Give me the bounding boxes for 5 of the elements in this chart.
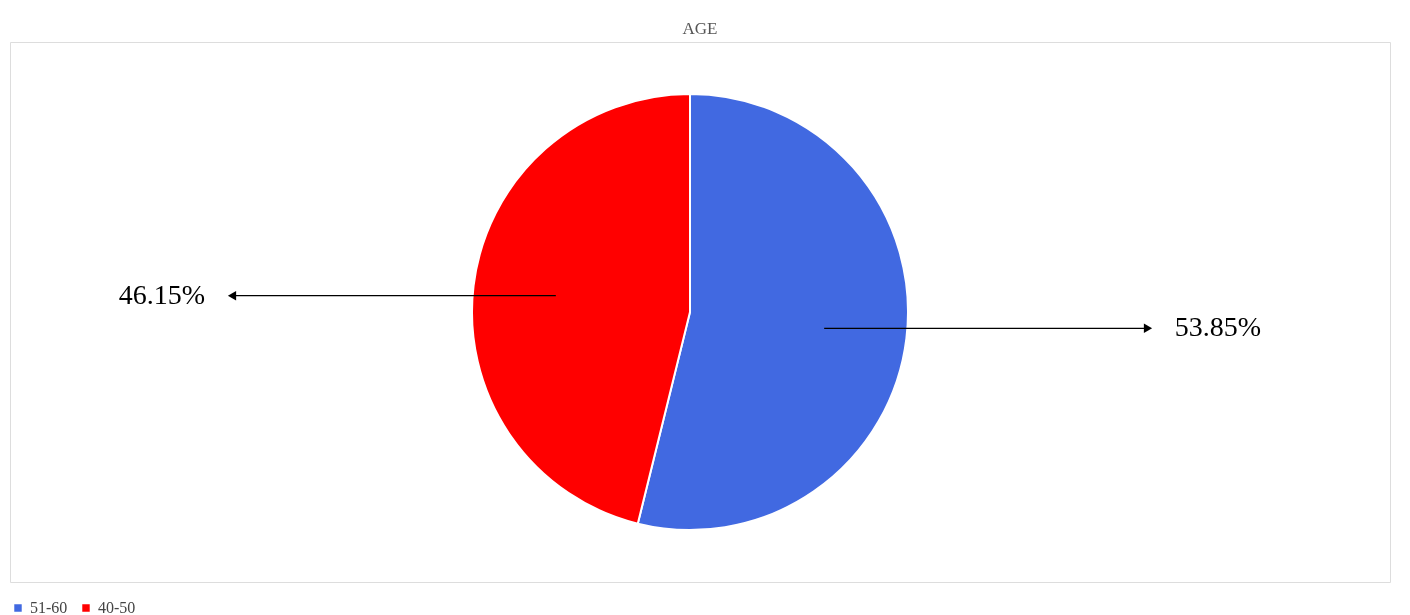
data-label: 53.85% [1174,311,1262,343]
legend-label: 40-50 [98,599,136,615]
chart-title: AGE [682,19,718,38]
data-label: 46.15% [118,278,206,310]
legend-label: 51-60 [30,599,68,615]
